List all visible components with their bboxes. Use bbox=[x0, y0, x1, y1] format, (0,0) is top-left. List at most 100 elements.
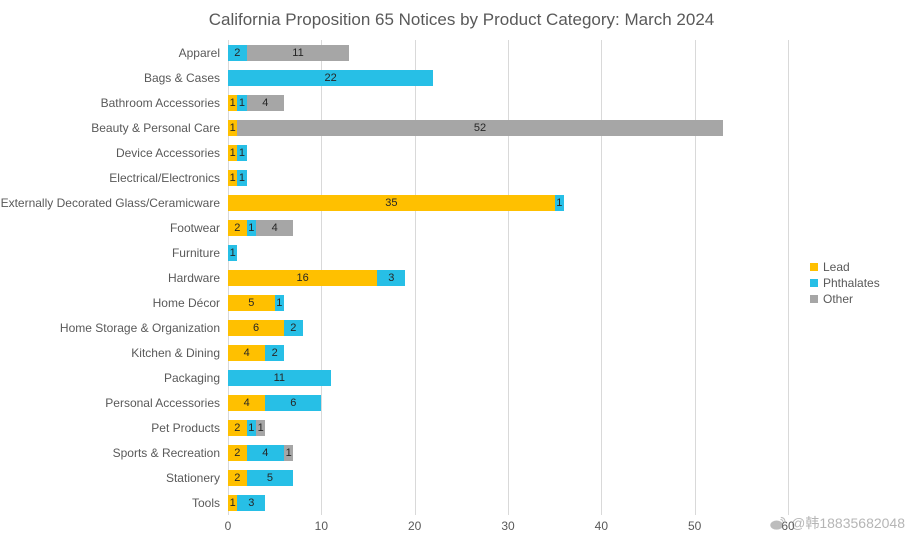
bar-segment: 16 bbox=[228, 270, 377, 286]
legend: Lead Phthalates Other bbox=[810, 260, 880, 308]
bar-segment: 6 bbox=[265, 395, 321, 411]
bar-row: Externally Decorated Glass/Ceramicware35… bbox=[228, 195, 788, 211]
bar-row: Furniture1 bbox=[228, 245, 788, 261]
bar-segment: 1 bbox=[228, 120, 237, 136]
bar-segment: 1 bbox=[247, 220, 256, 236]
weibo-icon bbox=[769, 516, 787, 530]
bar-segment: 3 bbox=[237, 495, 265, 511]
bar-segment: 1 bbox=[284, 445, 293, 461]
bar-segment: 3 bbox=[377, 270, 405, 286]
category-label: Home Storage & Organization bbox=[60, 321, 228, 335]
category-label: Kitchen & Dining bbox=[131, 346, 228, 360]
category-label: Personal Accessories bbox=[105, 396, 228, 410]
bar-segment: 1 bbox=[555, 195, 564, 211]
bar-segment: 1 bbox=[228, 145, 237, 161]
bar-row: Pet Products211 bbox=[228, 420, 788, 436]
bar-segment: 11 bbox=[247, 45, 350, 61]
bar-segment: 1 bbox=[237, 170, 246, 186]
bar-row: Home Décor51 bbox=[228, 295, 788, 311]
chart-container: California Proposition 65 Notices by Pro… bbox=[0, 0, 923, 547]
bar-segment: 4 bbox=[247, 445, 284, 461]
bar-row: Apparel211 bbox=[228, 45, 788, 61]
bar-segment: 4 bbox=[256, 220, 293, 236]
x-tick-label: 40 bbox=[595, 519, 608, 533]
bar-segment: 4 bbox=[228, 345, 265, 361]
legend-swatch bbox=[810, 263, 818, 271]
x-tick-label: 30 bbox=[501, 519, 514, 533]
bar-segment: 2 bbox=[228, 445, 247, 461]
category-label: Bathroom Accessories bbox=[101, 96, 228, 110]
bar-segment: 1 bbox=[275, 295, 284, 311]
watermark-text: @韩18835682048 bbox=[791, 513, 905, 533]
category-label: Stationery bbox=[166, 471, 228, 485]
bar-segment: 4 bbox=[228, 395, 265, 411]
bar-segment: 1 bbox=[228, 495, 237, 511]
x-tick-label: 20 bbox=[408, 519, 421, 533]
category-label: Device Accessories bbox=[116, 146, 228, 160]
bar-segment: 1 bbox=[237, 145, 246, 161]
bar-segment: 5 bbox=[247, 470, 294, 486]
bar-segment: 2 bbox=[228, 470, 247, 486]
bar-row: Bathroom Accessories114 bbox=[228, 95, 788, 111]
bar-row: Sports & Recreation241 bbox=[228, 445, 788, 461]
bar-row: Home Storage & Organization62 bbox=[228, 320, 788, 336]
bar-segment: 2 bbox=[228, 220, 247, 236]
bar-row: Packaging11 bbox=[228, 370, 788, 386]
legend-swatch bbox=[810, 295, 818, 303]
bar-segment: 1 bbox=[228, 95, 237, 111]
bar-row: Beauty & Personal Care152 bbox=[228, 120, 788, 136]
bar-segment: 1 bbox=[256, 420, 265, 436]
x-tick-label: 50 bbox=[688, 519, 701, 533]
bar-segment: 22 bbox=[228, 70, 433, 86]
bar-segment: 6 bbox=[228, 320, 284, 336]
legend-item: Other bbox=[810, 292, 880, 306]
category-label: Sports & Recreation bbox=[113, 446, 228, 460]
bar-segment: 2 bbox=[228, 45, 247, 61]
bar-row: Footwear214 bbox=[228, 220, 788, 236]
category-label: Footwear bbox=[170, 221, 228, 235]
category-label: Externally Decorated Glass/Ceramicware bbox=[1, 196, 228, 210]
bar-segment: 1 bbox=[228, 245, 237, 261]
bar-row: Stationery25 bbox=[228, 470, 788, 486]
bar-segment: 1 bbox=[228, 170, 237, 186]
category-label: Electrical/Electronics bbox=[109, 171, 228, 185]
x-tick-label: 0 bbox=[225, 519, 232, 533]
bar-segment: 35 bbox=[228, 195, 555, 211]
bar-segment: 2 bbox=[228, 420, 247, 436]
legend-item: Phthalates bbox=[810, 276, 880, 290]
watermark: @韩18835682048 bbox=[769, 513, 905, 533]
plot-area: 0102030405060Apparel211Bags & Cases22Bat… bbox=[228, 40, 788, 515]
bar-segment: 1 bbox=[247, 420, 256, 436]
category-label: Home Décor bbox=[153, 296, 228, 310]
legend-label: Lead bbox=[823, 260, 850, 274]
bar-row: Kitchen & Dining42 bbox=[228, 345, 788, 361]
bar-segment: 2 bbox=[284, 320, 303, 336]
category-label: Packaging bbox=[164, 371, 228, 385]
bar-segment: 5 bbox=[228, 295, 275, 311]
bar-row: Tools13 bbox=[228, 495, 788, 511]
bar-segment: 2 bbox=[265, 345, 284, 361]
legend-label: Phthalates bbox=[823, 276, 880, 290]
bar-row: Personal Accessories46 bbox=[228, 395, 788, 411]
bar-row: Device Accessories11 bbox=[228, 145, 788, 161]
bar-row: Electrical/Electronics11 bbox=[228, 170, 788, 186]
category-label: Tools bbox=[192, 496, 228, 510]
bar-segment: 11 bbox=[228, 370, 331, 386]
legend-swatch bbox=[810, 279, 818, 287]
legend-item: Lead bbox=[810, 260, 880, 274]
bar-segment: 52 bbox=[237, 120, 722, 136]
gridline bbox=[788, 40, 789, 515]
category-label: Hardware bbox=[168, 271, 228, 285]
x-tick-label: 10 bbox=[315, 519, 328, 533]
category-label: Pet Products bbox=[151, 421, 228, 435]
legend-label: Other bbox=[823, 292, 853, 306]
bar-row: Hardware163 bbox=[228, 270, 788, 286]
category-label: Apparel bbox=[179, 46, 228, 60]
chart-title: California Proposition 65 Notices by Pro… bbox=[0, 10, 923, 30]
category-label: Beauty & Personal Care bbox=[91, 121, 228, 135]
bar-segment: 4 bbox=[247, 95, 284, 111]
bar-segment: 1 bbox=[237, 95, 246, 111]
category-label: Furniture bbox=[172, 246, 228, 260]
bar-row: Bags & Cases22 bbox=[228, 70, 788, 86]
category-label: Bags & Cases bbox=[144, 71, 228, 85]
